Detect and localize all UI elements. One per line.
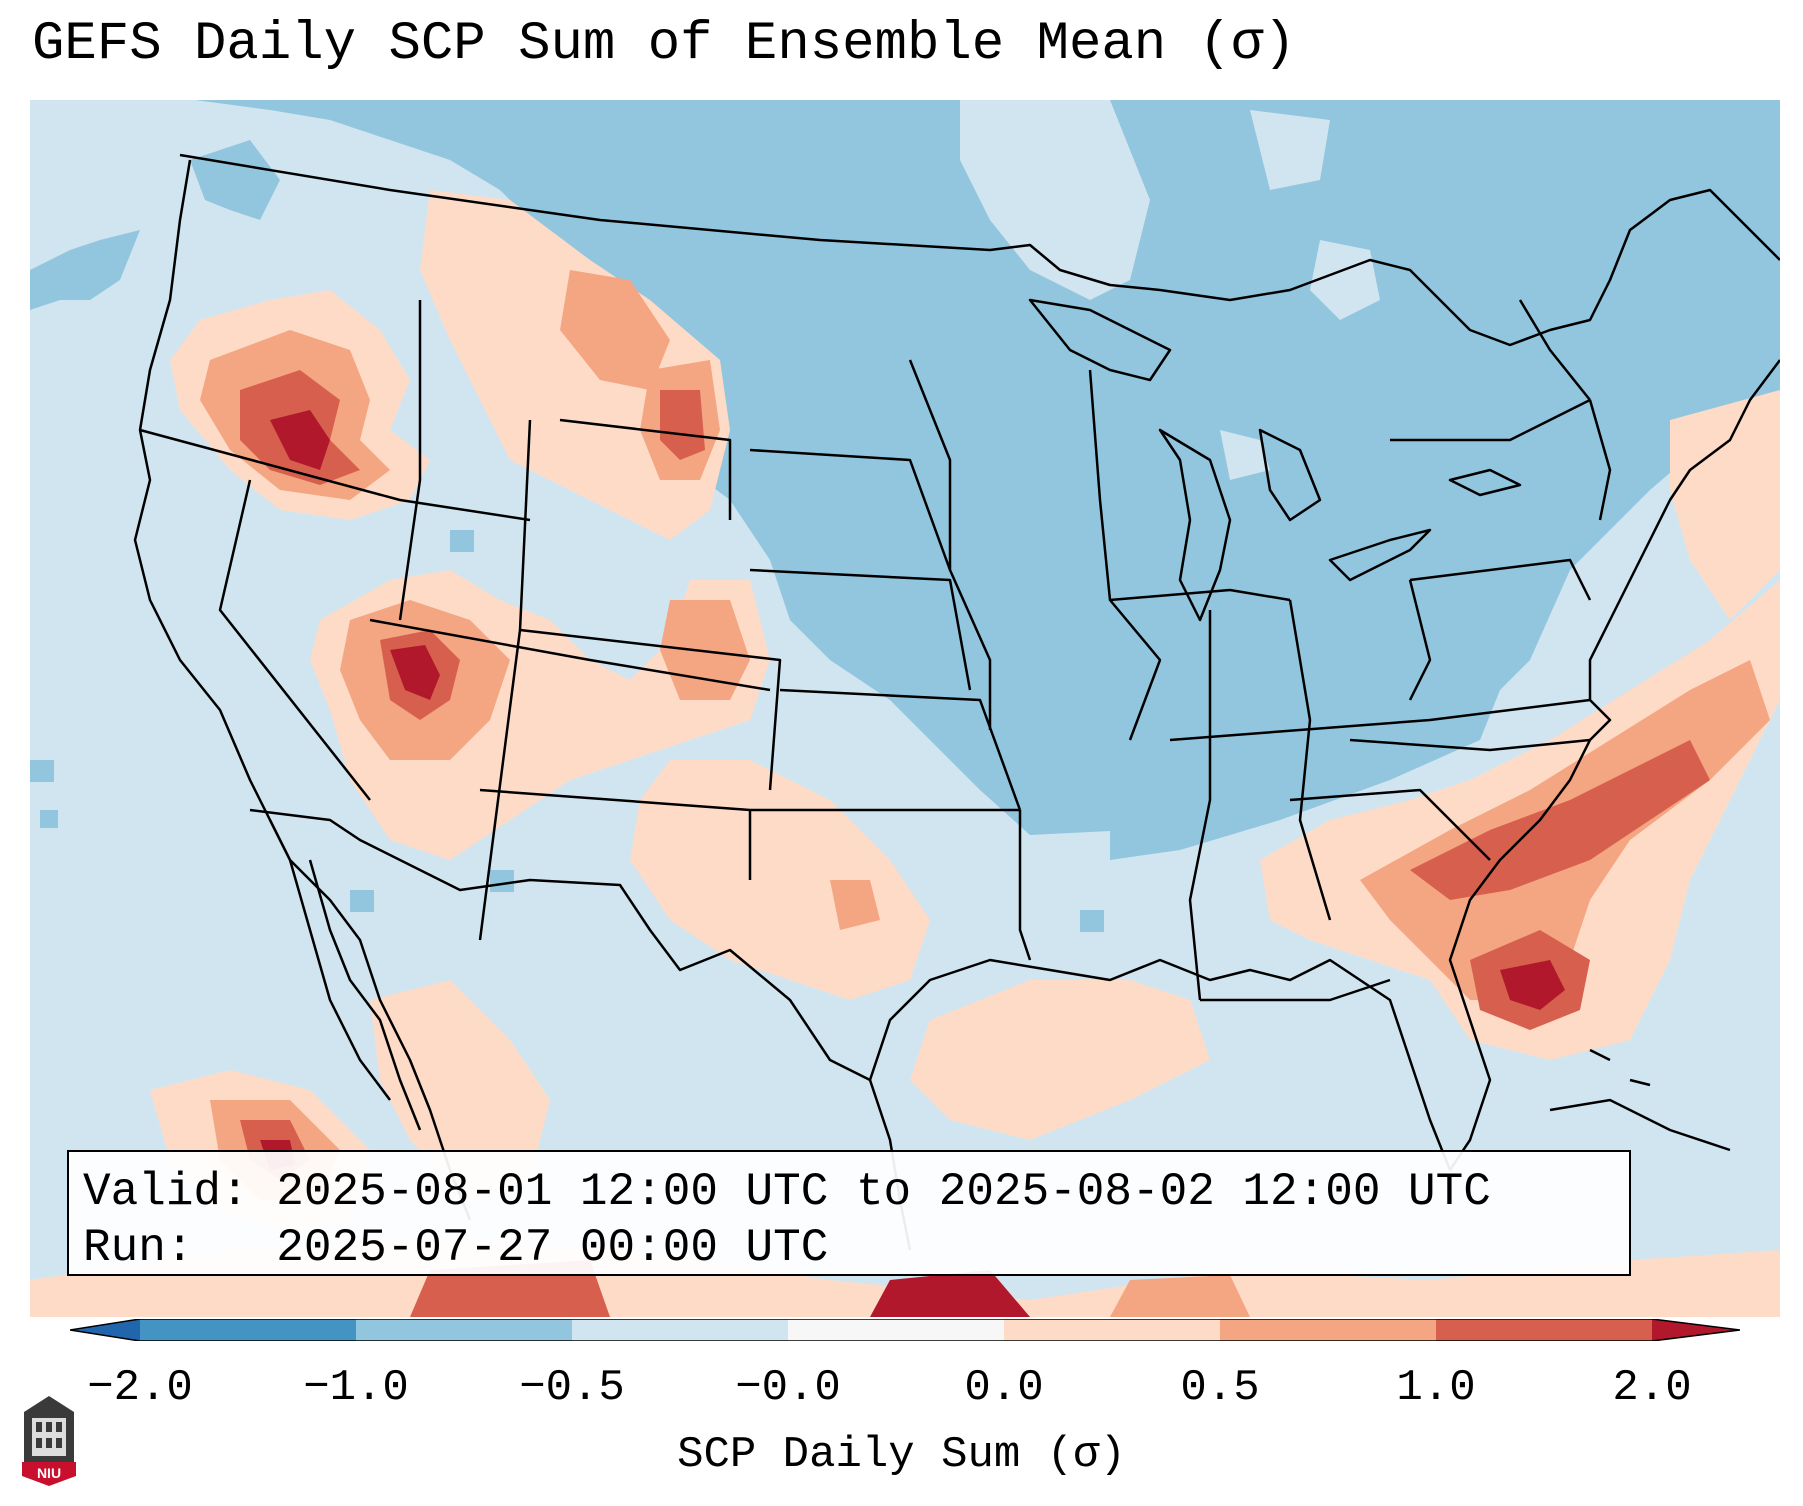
lake-superior xyxy=(1028,298,1172,382)
political-boundaries xyxy=(133,153,1780,1251)
valid-label: Valid: xyxy=(83,1166,249,1218)
lake-huron xyxy=(1258,428,1322,522)
west-coastline xyxy=(133,159,472,1221)
colorbar-tick: 0.0 xyxy=(964,1363,1044,1413)
us-canada-border xyxy=(179,153,1780,347)
colorbar-bin xyxy=(1220,1319,1436,1341)
lake-ontario xyxy=(1448,468,1522,497)
us-mexico-border xyxy=(249,808,871,1082)
niu-logo: NIU xyxy=(22,1396,76,1486)
map-panel xyxy=(30,100,1780,1317)
colorbar-tick: −0.5 xyxy=(519,1363,625,1413)
colorbar xyxy=(70,1319,1740,1341)
run-time: 2025-07-27 00:00 UTC xyxy=(276,1222,829,1274)
colorbar-min-extend xyxy=(70,1319,140,1341)
colorbar-tick: −1.0 xyxy=(303,1363,409,1413)
colorbar-bin xyxy=(140,1319,356,1341)
colorbar-tick: 1.0 xyxy=(1396,1363,1476,1413)
colorbar-bin xyxy=(572,1319,788,1341)
neutral-pockets xyxy=(960,100,1380,480)
lake-erie xyxy=(1328,528,1432,582)
colorbar-bin xyxy=(356,1319,572,1341)
chart-title: GEFS Daily SCP Sum of Ensemble Mean (σ) xyxy=(32,14,1296,75)
lake-michigan xyxy=(1158,428,1232,622)
colorbar-bin xyxy=(788,1319,1004,1341)
colorbar-tick: −2.0 xyxy=(87,1363,193,1413)
gulf-atlantic-coastline xyxy=(868,359,1780,1172)
colorbar-label: SCP Daily Sum (σ) xyxy=(677,1430,1126,1480)
svg-text:NIU: NIU xyxy=(37,1465,61,1481)
colorbar-max-extend xyxy=(1652,1319,1740,1341)
colorbar-bin xyxy=(1004,1319,1220,1341)
validity-info-box: Valid: 2025-08-01 12:00 UTC to 2025-08-0… xyxy=(67,1150,1631,1276)
colorbar-tick: 2.0 xyxy=(1612,1363,1692,1413)
positive-anomaly-field xyxy=(30,190,1780,1317)
run-label: Run: xyxy=(83,1222,194,1274)
colorbar-tick: −0.0 xyxy=(735,1363,841,1413)
map-canvas xyxy=(30,100,1780,1317)
colorbar-bin xyxy=(1436,1319,1652,1341)
caribbean-islands xyxy=(1549,1048,1731,1152)
valid-range: 2025-08-01 12:00 UTC to 2025-08-02 12:00… xyxy=(276,1166,1491,1218)
colorbar-tick: 0.5 xyxy=(1180,1363,1260,1413)
